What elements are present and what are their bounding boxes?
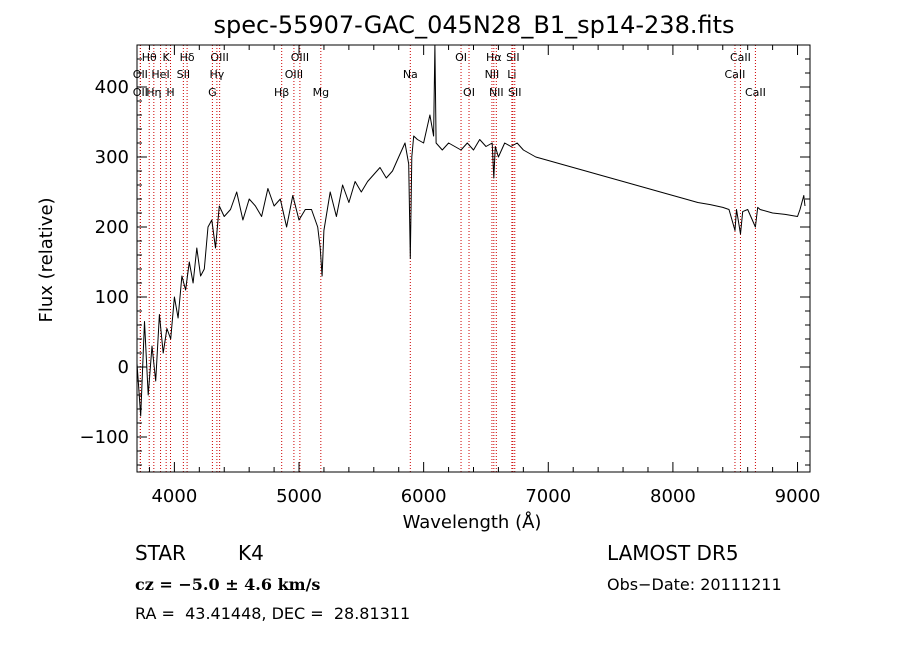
y-tick-label: −100	[80, 427, 129, 448]
marker-label: SII	[177, 68, 190, 81]
y-axis-label: Flux (relative)	[36, 197, 57, 322]
chart-title: spec-55907-GAC_045N28_B1_sp14-238.fits	[213, 11, 734, 39]
marker-label: OIII	[285, 68, 303, 81]
subclass: K4	[238, 541, 264, 565]
marker-label: OI	[455, 51, 467, 64]
marker-label: HeI	[151, 68, 169, 81]
sky-coordinates: RA = 43.41448, DEC = 28.81311	[135, 604, 411, 623]
spectrum-line-0	[136, 44, 806, 417]
x-tick-label: 4000	[151, 486, 197, 507]
x-tick-label: 9000	[775, 486, 821, 507]
spectrum-series	[136, 44, 806, 417]
y-tick-label: 100	[95, 287, 129, 308]
marker-label: NII	[485, 68, 500, 81]
y-tick-label: 300	[95, 147, 129, 168]
marker-label: Hθ	[142, 51, 157, 64]
y-tick-label: 400	[95, 77, 129, 98]
x-tick-label: 5000	[276, 486, 322, 507]
marker-label: NII	[489, 86, 504, 99]
marker-label: Li	[507, 68, 516, 81]
marker-label: SII	[506, 51, 519, 64]
marker-label: CaII	[745, 86, 766, 99]
y-tick-label: 0	[118, 357, 129, 378]
marker-label: OIII	[210, 51, 228, 64]
redshift-velocity: cz = −5.0 ± 4.6 km/s	[135, 575, 321, 594]
x-axis-label: Wavelength (Å)	[403, 511, 542, 533]
marker-label: OIII	[291, 51, 309, 64]
x-tick-label: 7000	[525, 486, 571, 507]
marker-label: CaII	[725, 68, 746, 81]
marker-label: Hδ	[180, 51, 195, 64]
x-tick-label: 8000	[650, 486, 696, 507]
marker-label: OI	[463, 86, 475, 99]
marker-label: Hη	[146, 86, 161, 99]
marker-label: Na	[403, 68, 418, 81]
survey-release: LAMOST DR5	[607, 541, 739, 565]
marker-label: Hβ	[274, 86, 289, 99]
object-class: STAR	[135, 541, 186, 565]
y-tick-label: 200	[95, 217, 129, 238]
marker-label: Hγ	[209, 68, 224, 81]
marker-label: K	[163, 51, 171, 64]
marker-label: Hα	[486, 51, 502, 64]
marker-label: Mg	[313, 86, 329, 99]
axes: 4000 5000 6000 7000 8000 9000 −100 0 100 200 300 40…	[80, 44, 821, 507]
marker-label: SII	[508, 86, 521, 99]
observation-date: Obs−Date: 20111211	[607, 575, 782, 594]
x-tick-label: 6000	[401, 486, 447, 507]
marker-label: CaII	[730, 51, 751, 64]
plot-frame	[136, 44, 811, 473]
marker-label: H	[166, 86, 174, 99]
marker-label: G	[208, 86, 217, 99]
